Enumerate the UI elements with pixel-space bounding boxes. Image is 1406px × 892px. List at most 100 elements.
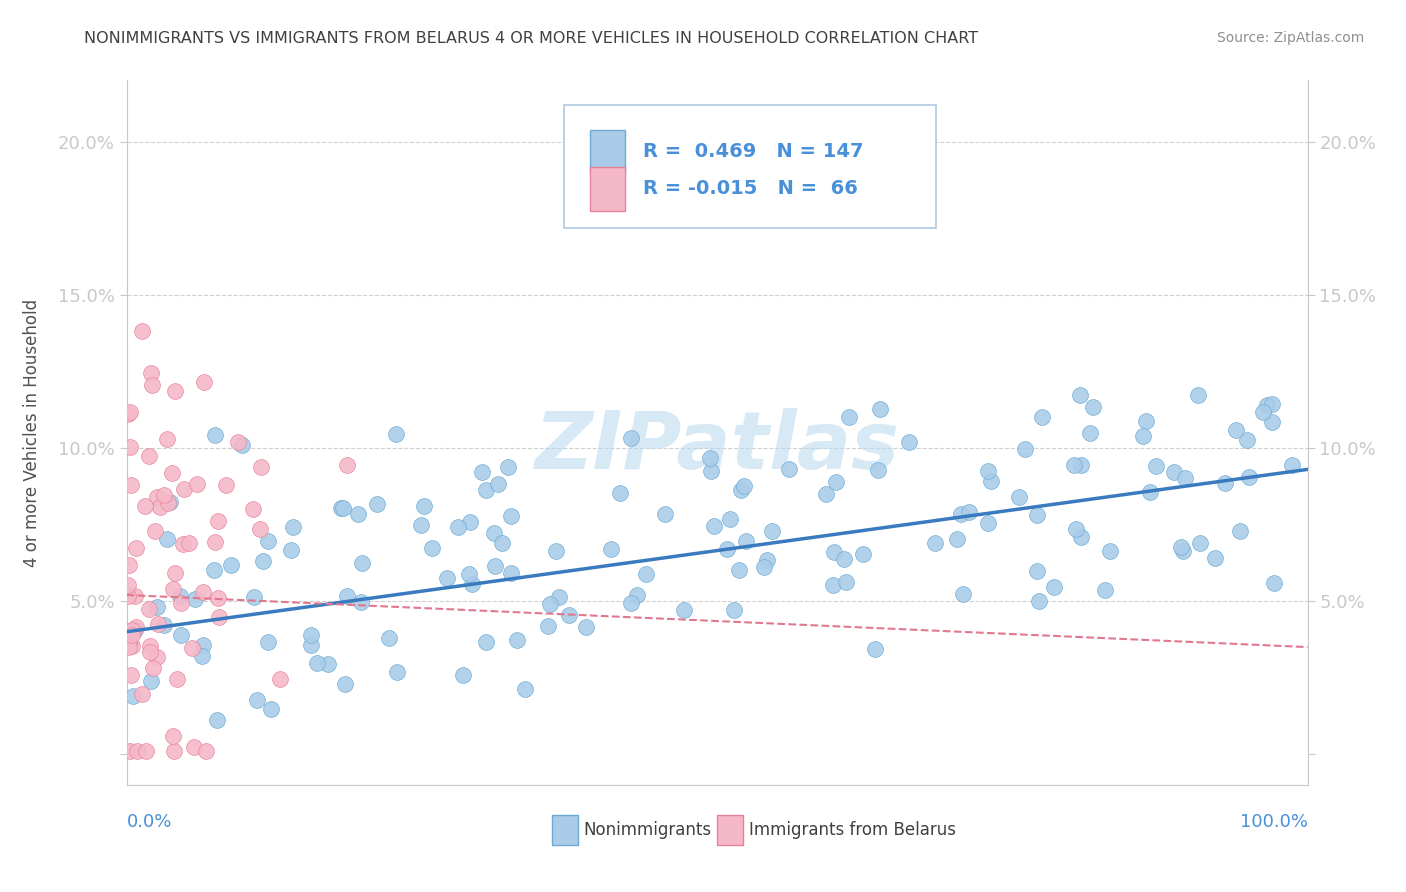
Point: [723, 603, 745, 617]
Point: [352, 556, 374, 570]
Point: [716, 541, 738, 556]
Point: [385, 665, 408, 680]
Point: [141, 377, 163, 392]
Point: [620, 431, 643, 445]
Point: [1174, 470, 1197, 484]
Point: [548, 590, 571, 604]
Point: [778, 462, 800, 476]
Point: [181, 641, 204, 656]
Point: [460, 515, 482, 529]
Point: [1263, 575, 1285, 590]
Point: [124, 623, 146, 637]
Point: [208, 610, 231, 624]
Point: [815, 487, 838, 501]
Point: [242, 502, 264, 516]
Point: [138, 602, 160, 616]
Point: [626, 588, 648, 602]
Point: [170, 628, 193, 642]
Point: [156, 432, 179, 446]
Point: [976, 516, 998, 530]
Point: [117, 407, 139, 421]
Point: [281, 520, 304, 534]
Point: [125, 744, 148, 758]
Point: [544, 544, 567, 558]
Point: [506, 633, 529, 648]
Text: Source: ZipAtlas.com: Source: ZipAtlas.com: [1216, 31, 1364, 45]
Point: [122, 689, 145, 703]
Point: [280, 543, 302, 558]
Point: [117, 589, 139, 603]
Point: [121, 640, 143, 654]
Point: [1225, 423, 1247, 437]
Point: [257, 635, 280, 649]
Point: [620, 596, 643, 610]
Bar: [717, 815, 742, 845]
Point: [574, 620, 596, 634]
Point: [451, 668, 474, 682]
Point: [249, 459, 271, 474]
Point: [700, 464, 723, 478]
Text: ZIPatlas: ZIPatlas: [534, 408, 900, 486]
Point: [316, 657, 339, 671]
Point: [752, 559, 775, 574]
Point: [475, 483, 498, 498]
Point: [735, 534, 758, 549]
Point: [1144, 459, 1167, 474]
Point: [184, 592, 207, 607]
Point: [703, 518, 725, 533]
Point: [491, 536, 513, 550]
Point: [420, 541, 443, 555]
Point: [609, 486, 631, 500]
Point: [1014, 442, 1036, 457]
Point: [1026, 564, 1049, 578]
Point: [538, 597, 561, 611]
Bar: [589, 167, 624, 211]
Point: [157, 496, 180, 510]
Point: [730, 483, 752, 498]
Point: [733, 479, 755, 493]
FancyBboxPatch shape: [564, 105, 935, 228]
Point: [484, 558, 506, 573]
Point: [204, 534, 226, 549]
Point: [166, 672, 188, 686]
Point: [868, 463, 890, 477]
Point: [124, 590, 146, 604]
Point: [1170, 540, 1192, 554]
Point: [1063, 458, 1085, 473]
Point: [1132, 429, 1154, 443]
Point: [124, 620, 146, 634]
Text: 0.0%: 0.0%: [127, 814, 172, 831]
Point: [1213, 476, 1236, 491]
Point: [499, 566, 522, 580]
Point: [457, 566, 479, 581]
Point: [219, 558, 242, 573]
Point: [170, 596, 193, 610]
Point: [600, 542, 623, 557]
Point: [139, 673, 162, 688]
Point: [1081, 400, 1104, 414]
Point: [1078, 426, 1101, 441]
Point: [138, 644, 160, 658]
Point: [1204, 551, 1226, 566]
Point: [117, 624, 139, 638]
Point: [436, 571, 458, 585]
Point: [149, 500, 172, 514]
Point: [118, 440, 141, 454]
Point: [153, 488, 176, 502]
Point: [1236, 433, 1258, 447]
Point: [299, 628, 322, 642]
Point: [299, 638, 322, 652]
Point: [226, 434, 249, 449]
Point: [117, 578, 139, 592]
Point: [152, 618, 174, 632]
Point: [121, 628, 143, 642]
Point: [120, 477, 142, 491]
Point: [1098, 543, 1121, 558]
Point: [249, 523, 271, 537]
Point: [131, 687, 153, 701]
Point: [832, 552, 855, 566]
Point: [1139, 484, 1161, 499]
Point: [1028, 594, 1050, 608]
Point: [482, 526, 505, 541]
Point: [1261, 415, 1284, 429]
